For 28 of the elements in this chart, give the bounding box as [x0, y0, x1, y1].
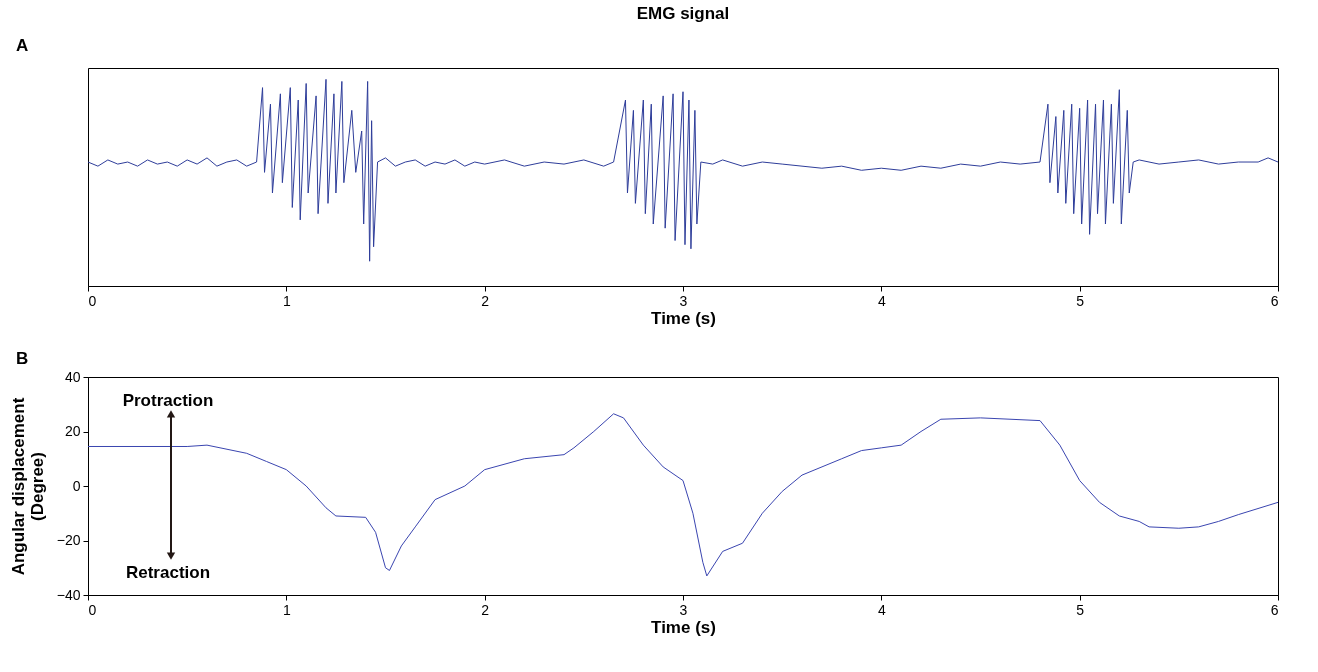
x-tick-label: 5: [1076, 601, 1085, 618]
text: A: [16, 36, 29, 55]
x-tick-label: 1: [282, 292, 291, 309]
x-tick-label: 6: [1270, 292, 1279, 309]
x-tick-label: 5: [1076, 292, 1085, 309]
y-tick-label: −40: [56, 586, 81, 603]
x-tick-label: 3: [679, 292, 688, 309]
x-tick-label: 2: [481, 292, 490, 309]
text: B: [16, 349, 29, 368]
y-axis-title: Angular displacement (Degree): [8, 397, 47, 576]
x-tick-label: 0: [88, 601, 97, 618]
x-tick-label: 4: [877, 601, 886, 618]
x-tick-label: 2: [481, 601, 490, 618]
x-tick-label: 1: [282, 601, 291, 618]
x-tick-label: 0: [88, 292, 97, 309]
annotation: Protraction: [122, 391, 214, 410]
y-tick-label: 0: [72, 477, 81, 494]
y-tick-label: 40: [64, 368, 81, 385]
y-tick-label: 20: [64, 423, 81, 439]
line-series: [87, 413, 1279, 577]
x-tick-label: 4: [877, 292, 886, 309]
x-axis-title: Time (s): [651, 617, 716, 637]
x-tick-label: 6: [1270, 601, 1279, 618]
y-tick-label: −20: [56, 532, 81, 548]
x-axis-title: Time (s): [651, 308, 716, 328]
x-tick-label: 3: [679, 601, 688, 618]
chart-title: EMG signal: [636, 4, 730, 23]
annotation: Retraction: [125, 563, 211, 582]
